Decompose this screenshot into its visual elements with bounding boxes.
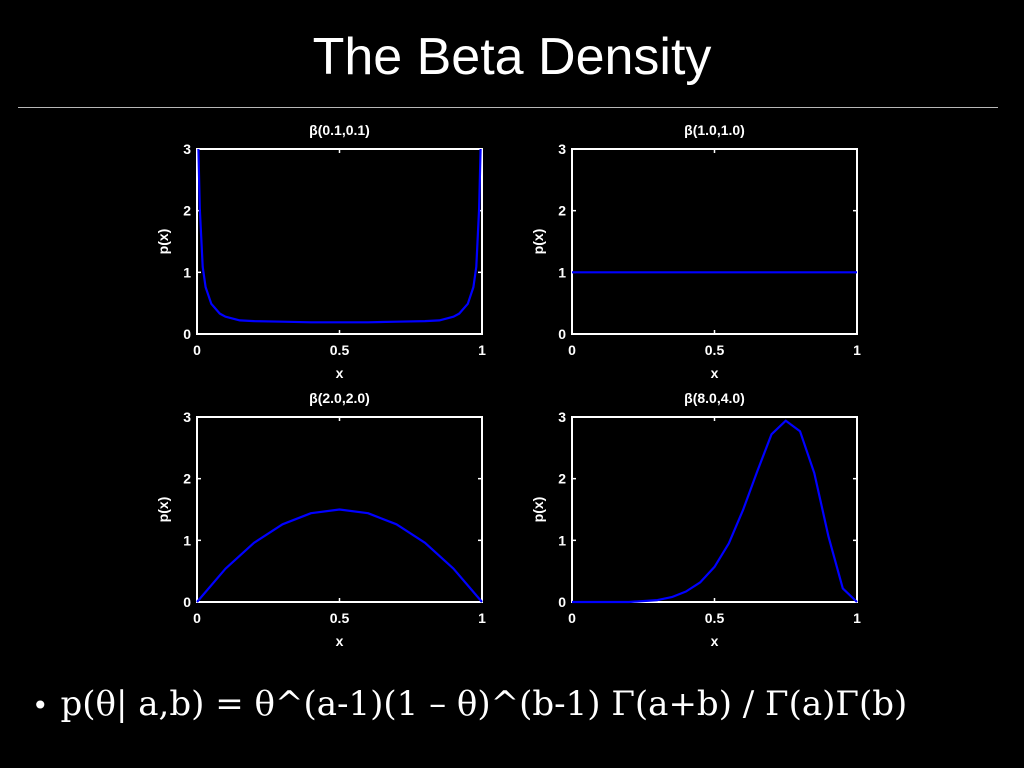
- chart-3-x-tick-label: 0.5: [330, 610, 350, 626]
- chart-4-x-tick-label: 0: [568, 610, 576, 626]
- chart-3-y-tick-label: 1: [183, 532, 191, 548]
- chart-1-x-tick-label: 0: [193, 342, 201, 358]
- chart-1-x-tick-label: 0.5: [330, 342, 350, 358]
- chart-1-density-curve: [197, 148, 482, 324]
- chart-2-x-axis-label: x: [711, 365, 719, 381]
- chart-1-y-axis-label: p(x): [155, 229, 171, 255]
- chart-3-y-tick-label: 3: [183, 409, 191, 425]
- chart-1-y-tick-label: 2: [183, 203, 191, 219]
- chart-3-x-axis-label: x: [336, 633, 344, 649]
- chart-3-density-curve: [196, 508, 483, 603]
- slide-title: The Beta Density: [312, 28, 712, 86]
- chart-4-plot-frame: [571, 416, 858, 603]
- chart-3-y-tick-label: 2: [183, 471, 191, 487]
- chart-4-density-curve: [572, 419, 858, 604]
- chart-4-y-tick-label: 2: [558, 471, 566, 487]
- chart-4-title: β(8.0,4.0): [684, 390, 745, 406]
- bullet-icon: •: [32, 689, 49, 722]
- chart-3-y-tick-label: 0: [183, 594, 191, 610]
- chart-2-x-tick-label: 0: [568, 342, 576, 358]
- chart-3-title: β(2.0,2.0): [309, 390, 370, 406]
- chart-2-y-tick-label: 1: [558, 264, 566, 280]
- chart-2-x-tick-label: 1: [853, 342, 861, 358]
- chart-2-plot-frame: [571, 148, 858, 335]
- chart-4-y-tick-label: 1: [558, 532, 566, 548]
- chart-4-x-tick-label: 1: [853, 610, 861, 626]
- chart-3-x-tick-label: 0: [193, 610, 201, 626]
- chart-1-plot-frame: [196, 148, 483, 335]
- chart-4-x-tick-label: 0.5: [705, 610, 725, 626]
- beta-formula-bullet: • p(θ| a,b) = θ^(a-1)(1 – θ)^(b-1) Γ(a+b)…: [32, 676, 1002, 732]
- chart-4-y-tick-label: 0: [558, 594, 566, 610]
- chart-4-x-axis-label: x: [711, 633, 719, 649]
- chart-4-y-axis-label: p(x): [530, 497, 546, 523]
- chart-2-y-tick-label: 0: [558, 326, 566, 342]
- chart-2-y-tick-label: 2: [558, 203, 566, 219]
- chart-2-y-axis-label: p(x): [530, 229, 546, 255]
- chart-3-y-axis-label: p(x): [155, 497, 171, 523]
- chart-4-y-tick-label: 3: [558, 409, 566, 425]
- chart-1-title: β(0.1,0.1): [309, 122, 370, 138]
- chart-1-y-tick-label: 1: [183, 264, 191, 280]
- chart-2-x-tick-label: 0.5: [705, 342, 725, 358]
- chart-1-y-tick-label: 0: [183, 326, 191, 342]
- chart-1-x-tick-label: 1: [478, 342, 486, 358]
- chart-1-y-tick-label: 3: [183, 141, 191, 157]
- title-divider: [18, 107, 998, 108]
- chart-1-x-axis-label: x: [336, 365, 344, 381]
- chart-2-y-tick-label: 3: [558, 141, 566, 157]
- chart-2-title: β(1.0,1.0): [684, 122, 745, 138]
- chart-3-x-tick-label: 1: [478, 610, 486, 626]
- beta-formula-text: p(θ| a,b) = θ^(a-1)(1 – θ)^(b-1) Γ(a+b) …: [60, 684, 908, 724]
